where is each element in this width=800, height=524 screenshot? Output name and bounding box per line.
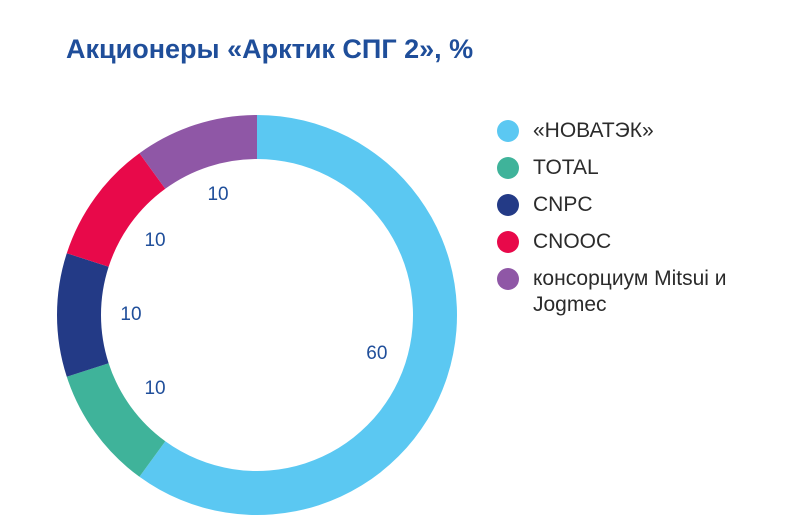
legend-swatch-3 xyxy=(497,194,519,216)
legend-swatch-2 xyxy=(497,157,519,179)
data-label-3: 10 xyxy=(120,304,141,325)
legend-label-3: CNPC xyxy=(533,193,593,216)
data-label-4: 10 xyxy=(144,230,165,251)
legend-swatch-4 xyxy=(497,231,519,253)
chart-legend: «НОВАТЭК» TOTAL CNPC CNOOC консорциум Mitsui… xyxy=(497,118,743,329)
legend-item-1: «НОВАТЭК» xyxy=(497,118,743,144)
legend-item-2: TOTAL xyxy=(497,155,743,181)
donut-slice-2 xyxy=(66,363,166,477)
legend-label-4: CNOOC xyxy=(533,230,612,253)
donut-slice-4 xyxy=(66,153,166,267)
legend-swatch-1 xyxy=(497,120,519,142)
donut-slice-1 xyxy=(139,115,458,515)
data-label-2: 10 xyxy=(144,378,165,399)
legend-label-5: консорциум Mitsui и Jogmec xyxy=(533,267,727,316)
legend-label-2: TOTAL xyxy=(533,156,599,179)
legend-swatch-5 xyxy=(497,268,519,290)
donut-slice-5 xyxy=(139,115,257,189)
legend-item-4: CNOOC xyxy=(497,229,743,255)
legend-item-5: консорциум Mitsui и Jogmec xyxy=(497,266,743,318)
chart-title: Акционеры «Арктик СПГ 2», % xyxy=(66,34,474,64)
data-label-5: 10 xyxy=(207,184,228,205)
donut-slice-3 xyxy=(57,253,109,377)
legend-item-3: CNPC xyxy=(497,192,743,218)
data-label-1: 60 xyxy=(366,343,387,364)
legend-label-1: «НОВАТЭК» xyxy=(533,119,654,142)
